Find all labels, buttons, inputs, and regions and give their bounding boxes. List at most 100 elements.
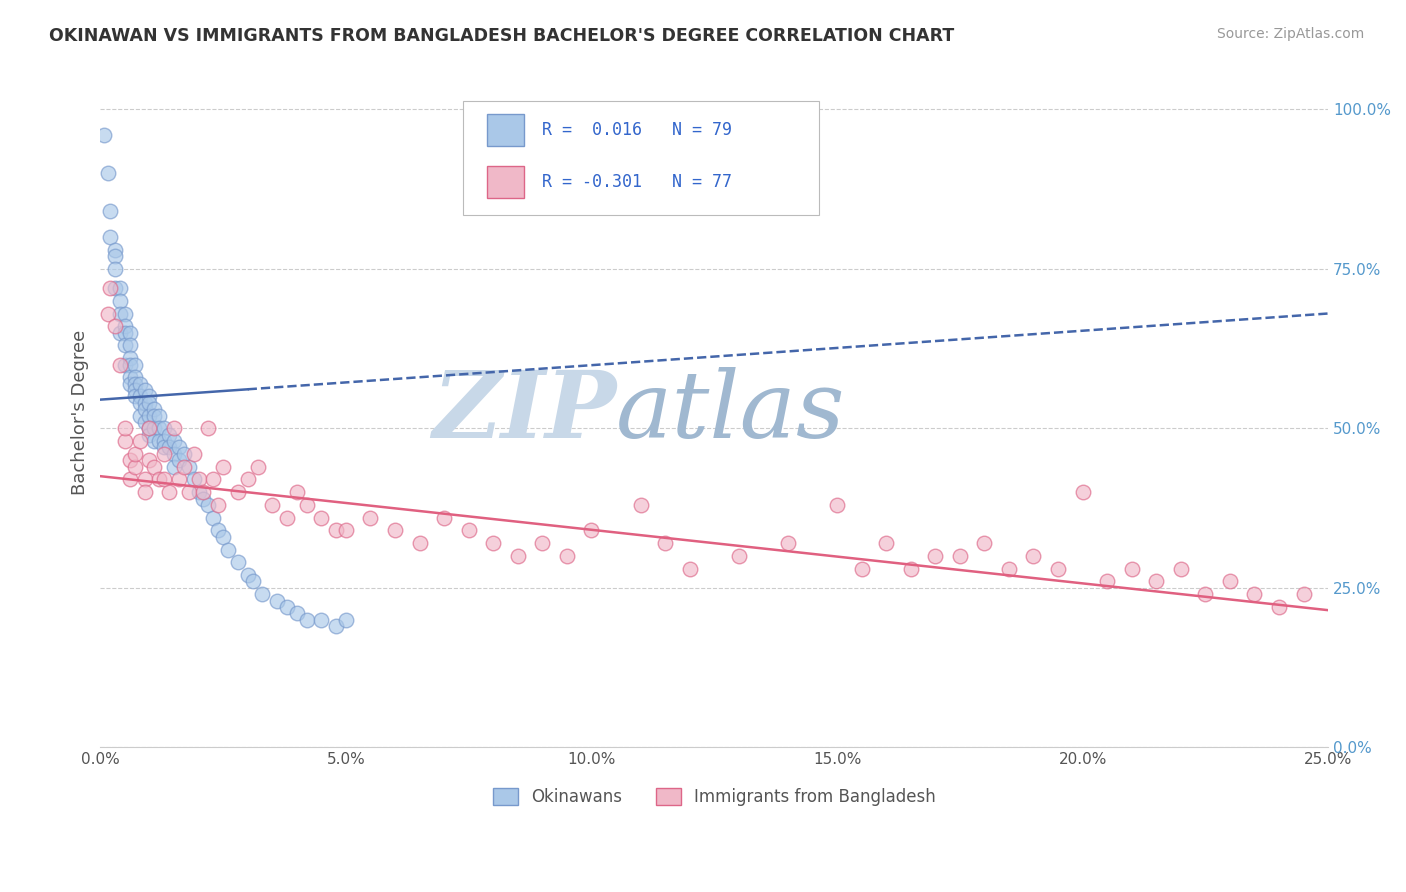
Point — [167, 453, 190, 467]
FancyBboxPatch shape — [486, 166, 524, 198]
Point — [262, 498, 284, 512]
Point — [173, 459, 195, 474]
Point — [98, 281, 121, 295]
Point — [124, 447, 146, 461]
Point — [1219, 574, 1241, 589]
Point — [138, 389, 160, 403]
Point — [163, 459, 186, 474]
Point — [851, 562, 873, 576]
Point — [138, 427, 160, 442]
Point — [118, 370, 141, 384]
Point — [295, 498, 318, 512]
Point — [433, 510, 456, 524]
Point — [163, 447, 186, 461]
Point — [124, 389, 146, 403]
Point — [242, 574, 264, 589]
Point — [118, 358, 141, 372]
Point — [124, 383, 146, 397]
Point — [128, 409, 150, 423]
Point — [187, 472, 209, 486]
Point — [143, 434, 166, 449]
Point — [108, 293, 131, 308]
Y-axis label: Bachelor's Degree: Bachelor's Degree — [72, 330, 89, 495]
Point — [97, 306, 120, 320]
Point — [1095, 574, 1118, 589]
Point — [167, 472, 190, 486]
Point — [114, 306, 136, 320]
Point — [285, 607, 308, 621]
Point — [153, 441, 176, 455]
Point — [118, 351, 141, 366]
Point — [193, 485, 215, 500]
Point — [1144, 574, 1167, 589]
Point — [153, 421, 176, 435]
Point — [148, 434, 170, 449]
Point — [153, 434, 176, 449]
Point — [124, 459, 146, 474]
Point — [555, 549, 578, 563]
Point — [124, 370, 146, 384]
Point — [212, 530, 235, 544]
Text: OKINAWAN VS IMMIGRANTS FROM BANGLADESH BACHELOR'S DEGREE CORRELATION CHART: OKINAWAN VS IMMIGRANTS FROM BANGLADESH B… — [49, 27, 955, 45]
Point — [153, 447, 176, 461]
Point — [114, 338, 136, 352]
Point — [1071, 485, 1094, 500]
Point — [727, 549, 749, 563]
Point — [138, 396, 160, 410]
Point — [825, 498, 848, 512]
Point — [295, 613, 318, 627]
Point — [114, 319, 136, 334]
Point — [157, 485, 180, 500]
Point — [1243, 587, 1265, 601]
Point — [875, 536, 897, 550]
Point — [207, 498, 229, 512]
Point — [226, 555, 249, 569]
Point — [311, 510, 333, 524]
Point — [581, 524, 603, 538]
Point — [202, 472, 225, 486]
Point — [236, 472, 259, 486]
Point — [134, 396, 156, 410]
Point — [197, 421, 219, 435]
Point — [128, 376, 150, 391]
FancyBboxPatch shape — [463, 101, 818, 215]
Point — [124, 376, 146, 391]
Point — [118, 338, 141, 352]
FancyBboxPatch shape — [486, 113, 524, 145]
Point — [138, 409, 160, 423]
Point — [276, 599, 298, 614]
Point — [531, 536, 554, 550]
Point — [266, 593, 288, 607]
Point — [776, 536, 799, 550]
Point — [143, 409, 166, 423]
Point — [973, 536, 995, 550]
Point — [679, 562, 702, 576]
Point — [193, 491, 215, 506]
Point — [311, 613, 333, 627]
Point — [236, 568, 259, 582]
Point — [949, 549, 972, 563]
Point — [1047, 562, 1070, 576]
Point — [252, 587, 274, 601]
Point — [1194, 587, 1216, 601]
Point — [128, 396, 150, 410]
Text: ZIP: ZIP — [432, 368, 616, 458]
Point — [183, 472, 205, 486]
Text: atlas: atlas — [616, 368, 845, 458]
Text: R =  0.016   N = 79: R = 0.016 N = 79 — [543, 120, 733, 138]
Point — [143, 421, 166, 435]
Point — [108, 326, 131, 340]
Point — [335, 613, 357, 627]
Point — [1022, 549, 1045, 563]
Point — [998, 562, 1021, 576]
Point — [93, 128, 115, 142]
Point — [207, 524, 229, 538]
Point — [157, 427, 180, 442]
Point — [108, 281, 131, 295]
Point — [118, 376, 141, 391]
Point — [335, 524, 357, 538]
Point — [173, 447, 195, 461]
Point — [226, 485, 249, 500]
Point — [285, 485, 308, 500]
Point — [325, 524, 347, 538]
